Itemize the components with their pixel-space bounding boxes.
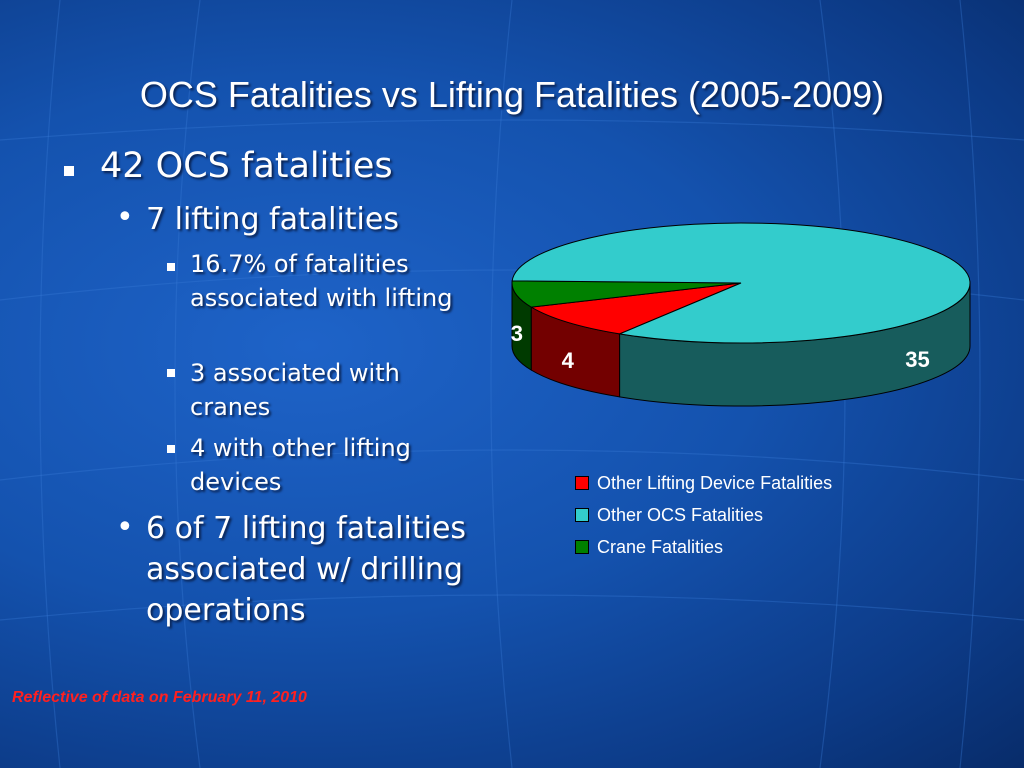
legend-item: Other Lifting Device Fatalities: [575, 467, 832, 499]
legend-label: Other Lifting Device Fatalities: [597, 472, 833, 493]
legend-swatch: [575, 540, 589, 554]
data-label-35: 35: [905, 347, 929, 372]
bullet-level3-cranes: 3 associated with cranes: [190, 359, 400, 421]
pie-slice-crane-fatalities: [511, 280, 742, 308]
slide-title: OCS Fatalities vs Lifting Fatalities (20…: [139, 74, 885, 115]
bullet-marker: [64, 166, 74, 176]
bullet-level1: 42 OCS fatalities: [100, 146, 393, 186]
legend-item: Crane Fatalities: [575, 531, 832, 563]
pie-chart: 4 3 35: [511, 222, 971, 407]
legend-item: Other OCS Fatalities: [575, 499, 832, 531]
legend-label: Crane Fatalities: [597, 536, 724, 557]
bullet-level3-percent: 16.7% of fatalities associated with lift…: [190, 250, 453, 312]
legend-swatch: [575, 508, 589, 522]
pie-slice-other-ocs-fatalities: [511, 222, 971, 344]
bullet-marker: [167, 263, 175, 271]
chart-legend: Other Lifting Device Fatalities Other OC…: [575, 467, 832, 563]
data-label-3: 3: [511, 321, 523, 346]
bullet-level2-drilling: 6 of 7 lifting fatalities associated w/ …: [146, 511, 467, 628]
bullet-marker: [167, 445, 175, 453]
data-footnote: Reflective of data on February 11, 2010: [12, 689, 307, 706]
bullet-level2-lifting: 7 lifting fatalities: [146, 202, 399, 237]
pie-slice-other-lifting-device-fatalities: [529, 282, 742, 335]
bullet-dot: •: [116, 200, 134, 235]
legend-label: Other OCS Fatalities: [597, 504, 764, 525]
legend-swatch: [575, 476, 589, 490]
bullet-dot: •: [116, 510, 134, 545]
data-label-4: 4: [562, 348, 575, 373]
bullet-level3-devices: 4 with other lifting devices: [190, 434, 411, 496]
bullet-marker: [167, 369, 175, 377]
